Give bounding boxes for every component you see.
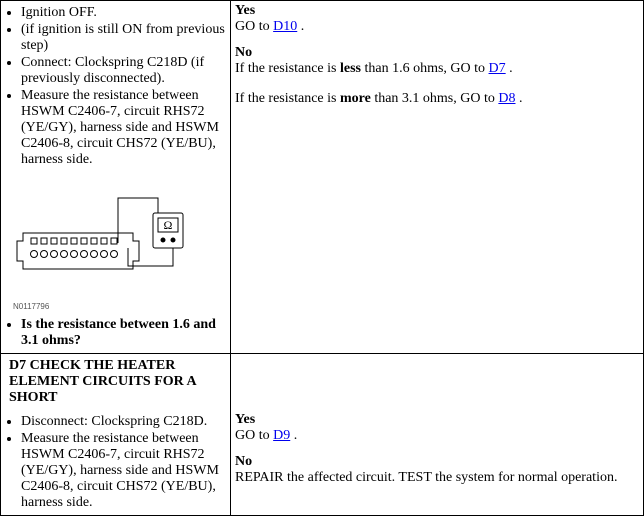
t: . [516,91,523,106]
diagram-code: N0117796 [13,302,226,311]
no-label: No [235,454,639,470]
right-cell-empty [231,354,644,411]
step-item: Disconnect: Clockspring C218D. [21,414,226,430]
ref-link[interactable]: D9 [273,428,290,443]
ref-link[interactable]: D7 [489,61,506,76]
no-line: If the resistance is less than 1.6 ohms,… [235,61,639,77]
no-action: REPAIR the affected circuit. TEST the sy… [235,470,639,486]
ref-link[interactable]: D8 [498,91,515,106]
diagnostic-table: Ignition OFF. (if ignition is still ON f… [0,0,644,516]
ref-link[interactable]: D10 [273,19,297,34]
t: . [506,61,513,76]
step-item: (if ignition is still ON from previous s… [21,22,226,54]
yes-block: Yes GO to D9 . [235,412,639,444]
action-prefix: GO to [235,428,273,443]
step-list: Disconnect: Clockspring C218D. Measure t… [21,414,226,511]
yes-action: GO to D9 . [235,428,639,444]
action-prefix: GO to [235,19,273,34]
step-header: D7 CHECK THE HEATER ELEMENT CIRCUITS FOR… [5,356,226,408]
yes-block: Yes GO to D10 . [235,3,639,35]
yes-label: Yes [235,3,639,19]
question-list: Is the resistance between 1.6 and 3.1 oh… [21,317,226,349]
right-cell: Yes GO to D10 . No If the resistance is … [231,1,644,354]
table-row: Ignition OFF. (if ignition is still ON f… [1,1,644,354]
t: than 3.1 ohms, GO to [371,91,499,106]
table-row: D7 CHECK THE HEATER ELEMENT CIRCUITS FOR… [1,354,644,411]
t: than 1.6 ohms, GO to [361,61,489,76]
no-label: No [235,45,639,61]
left-cell: Disconnect: Clockspring C218D. Measure t… [1,410,231,516]
step-question: Is the resistance between 1.6 and 3.1 oh… [21,317,226,349]
t: If the resistance is [235,61,340,76]
step-item: Measure the resistance between HSWM C240… [21,431,226,511]
yes-action: GO to D10 . [235,19,639,35]
table-row: Disconnect: Clockspring C218D. Measure t… [1,410,644,516]
no-block: No If the resistance is less than 1.6 oh… [235,45,639,107]
left-cell: Ignition OFF. (if ignition is still ON f… [1,1,231,354]
t: If the resistance is [235,91,340,106]
step-item: Connect: Clockspring C218D (if previousl… [21,55,226,87]
action-suffix: . [290,428,297,443]
step-list: Ignition OFF. (if ignition is still ON f… [21,5,226,168]
step-item: Ignition OFF. [21,5,226,21]
step-item: Measure the resistance between HSWM C240… [21,88,226,168]
connector-diagram: Ω [13,188,226,298]
no-block: No REPAIR the affected circuit. TEST the… [235,454,639,486]
left-cell: D7 CHECK THE HEATER ELEMENT CIRCUITS FOR… [1,354,231,411]
t: less [340,61,361,76]
no-line: If the resistance is more than 3.1 ohms,… [235,91,639,107]
action-suffix: . [297,19,304,34]
t: more [340,91,371,106]
yes-label: Yes [235,412,639,428]
right-cell: Yes GO to D9 . No REPAIR the affected ci… [231,410,644,516]
svg-text:Ω: Ω [164,218,173,232]
